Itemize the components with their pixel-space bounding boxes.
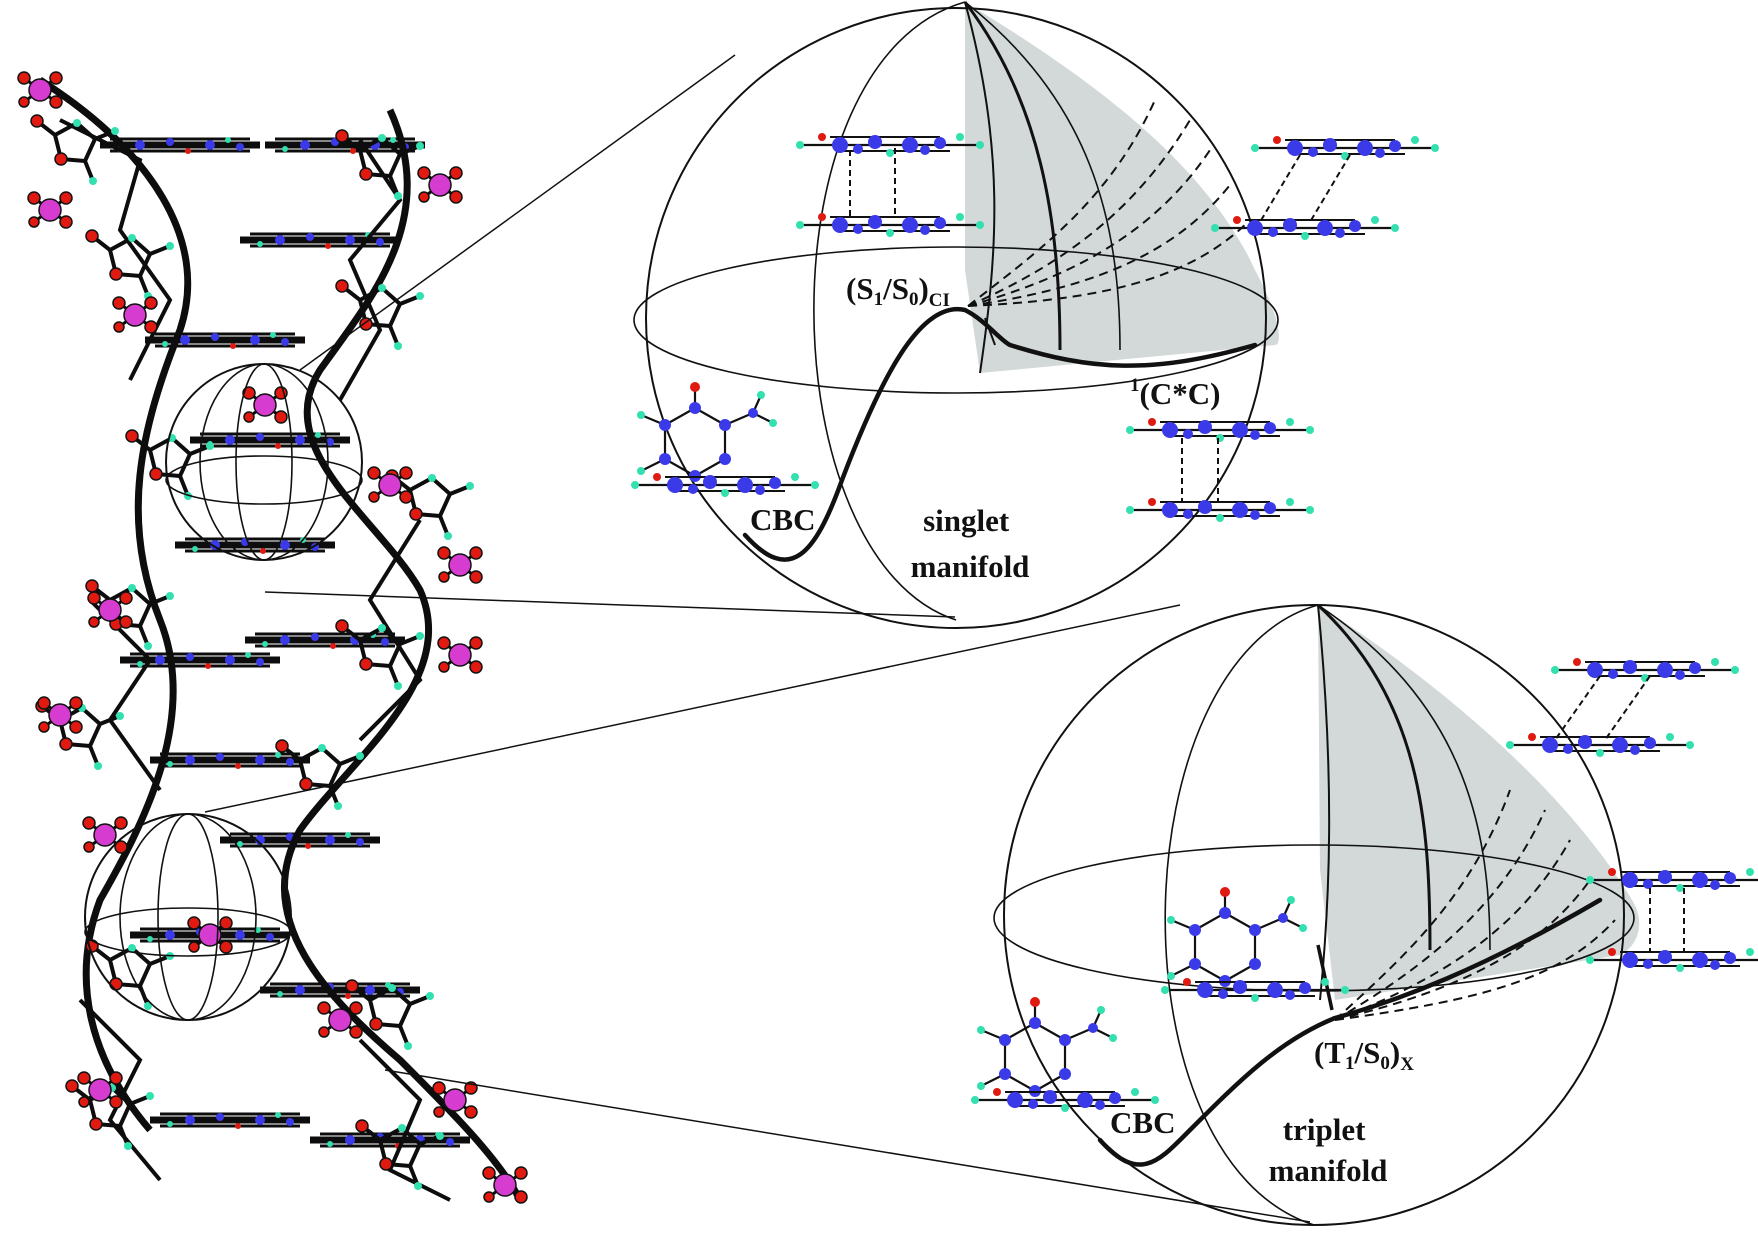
singlet-equator (633, 246, 1279, 394)
triplet-cbc-label: CBC (1110, 1105, 1175, 1140)
singlet-dashed-paths (967, 99, 1251, 307)
triplet-x-label: (T1/S0)X (1314, 1035, 1414, 1075)
triplet-shaded-region (1318, 605, 1640, 1000)
singlet-panel: (S1/S0)CI 1(C*C) CBC singlet manifold (629, 1, 1441, 629)
singlet-ci-label: (S1/S0)CI (846, 271, 950, 311)
triplet-molecule-right (1584, 866, 1758, 974)
helix-zoom-sphere-lower (84, 813, 292, 1021)
singlet-sphere-outline (645, 7, 1267, 629)
helix-basepairs (100, 137, 470, 1149)
singlet-cbc-label: CBC (750, 502, 815, 537)
triplet-molecule-topright (1504, 656, 1741, 759)
triplet-molecule-left (969, 995, 1161, 1114)
singlet-manifold-label: singlet manifold (911, 503, 1030, 584)
singlet-dimer-label: 1(C*C) (1130, 375, 1220, 411)
triplet-manifold-label: triplet manifold (1269, 1112, 1388, 1188)
zoom-connector-lines (204, 54, 1311, 1223)
singlet-reaction-path (742, 306, 1258, 562)
triplet-reaction-path (1097, 897, 1603, 1167)
singlet-molecule-right (1124, 416, 1316, 524)
singlet-molecule-left (629, 380, 821, 499)
singlet-molecule-topleft (794, 131, 986, 239)
dna-double-helix (16, 70, 529, 1205)
singlet-shaded-region (965, 2, 1279, 373)
triplet-panel: (T1/S0)X CBC triplet manifold (969, 603, 1758, 1226)
triplet-dashed-paths (1334, 789, 1616, 1021)
singlet-molecule-topright (1209, 134, 1441, 242)
helix-zoom-sphere-upper (165, 363, 363, 561)
